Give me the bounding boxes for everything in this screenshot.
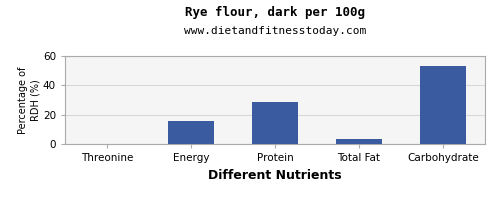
Bar: [336, 139, 382, 144]
Bar: [168, 121, 214, 144]
Y-axis label: Percentage of
RDH (%): Percentage of RDH (%): [18, 66, 40, 134]
Text: Rye flour, dark per 100g: Rye flour, dark per 100g: [185, 6, 365, 19]
X-axis label: Different Nutrients: Different Nutrients: [208, 169, 342, 182]
Bar: [252, 102, 298, 144]
Text: www.dietandfitnesstoday.com: www.dietandfitnesstoday.com: [184, 26, 366, 36]
Bar: [420, 66, 466, 144]
